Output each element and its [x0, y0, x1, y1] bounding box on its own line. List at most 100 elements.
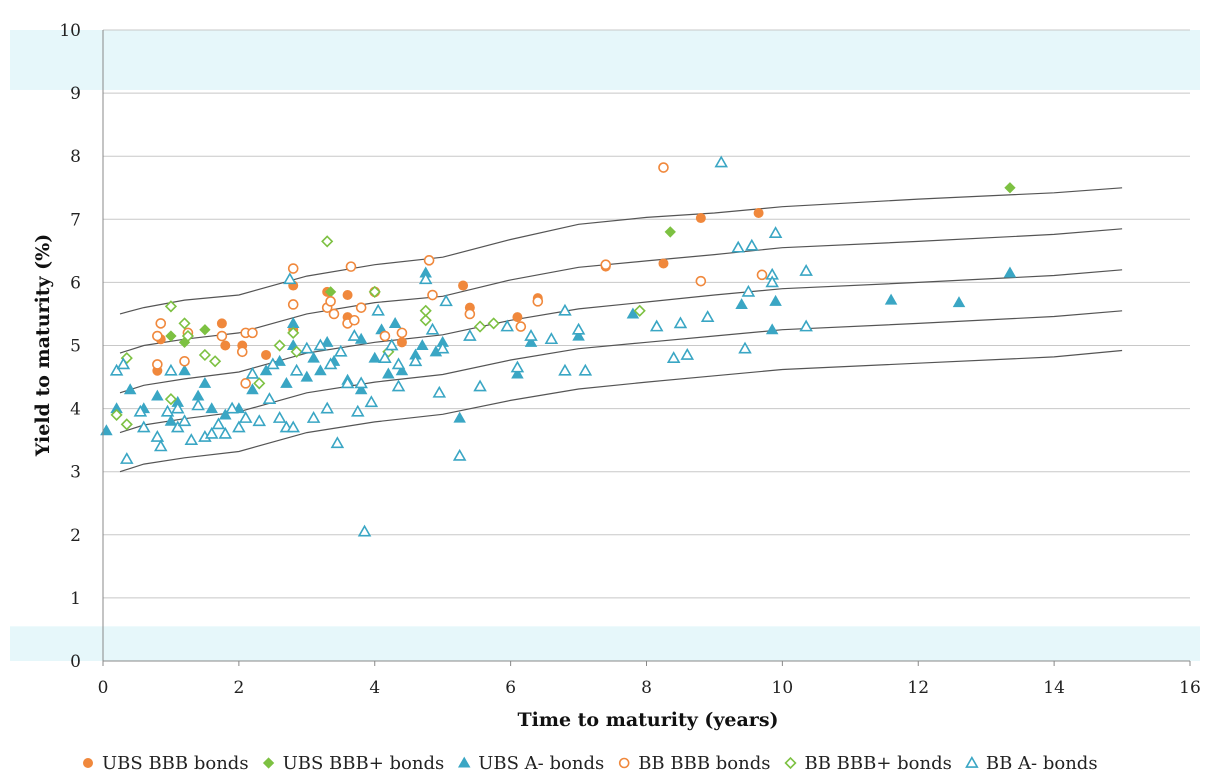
bb-bbb-bonds-point	[349, 314, 360, 326]
bb-a-bonds-point	[425, 322, 440, 335]
bb-a-bonds-point	[700, 310, 715, 322]
bb-a-bonds-point	[252, 414, 267, 427]
reference-curve	[119, 310, 1123, 434]
y-tick-label: 4	[70, 400, 81, 420]
ubs-a-bonds-point	[524, 335, 538, 347]
bb-a-bonds-point	[283, 272, 297, 285]
ubs-a-bonds-point	[178, 364, 191, 376]
bb-a-bonds-point	[225, 401, 239, 414]
bb-bbb-bonds-point	[419, 314, 432, 327]
bb-bbb-bonds-point	[379, 330, 391, 342]
ubs-bbb-bonds-point	[165, 330, 177, 342]
bb-a-bonds-point	[347, 329, 362, 341]
x-tick-label: 16	[1179, 678, 1201, 698]
bb-bbb-bonds-point	[532, 296, 544, 307]
bb-a-bonds-point	[741, 284, 756, 297]
y-tick-label: 8	[70, 147, 81, 167]
reference-curve	[119, 269, 1123, 394]
bb-a-bonds-point	[558, 363, 572, 376]
legend-marker-ubs-a-bonds	[457, 756, 471, 768]
bb-bbb-bonds-point	[164, 393, 178, 406]
y-tick-label: 10	[59, 21, 81, 41]
ubs-a-bonds-point	[765, 323, 779, 335]
ubs-a-bonds-point	[453, 411, 466, 423]
bb-a-bonds-point	[731, 240, 745, 253]
bb-a-bonds-point	[232, 420, 246, 433]
bb-a-bonds-point	[558, 303, 572, 316]
legend-marker-ubs-bbb-bonds	[262, 757, 275, 769]
x-axis-title: Time to maturity (years)	[517, 709, 778, 731]
bb-bbb-bonds-point	[419, 304, 432, 317]
bb-bbb-bonds-point	[181, 329, 195, 343]
legend-label-ubs-bbb-bonds: UBS BBB+ bonds	[283, 753, 445, 774]
ubs-bbb-bonds-point	[261, 349, 272, 360]
bb-a-bonds-point	[211, 417, 226, 430]
bb-a-bonds-point	[571, 322, 586, 335]
bb-a-bonds-point	[350, 404, 365, 417]
ubs-a-bonds-point	[286, 317, 300, 328]
bb-bbb-bonds-point	[427, 289, 438, 301]
ubs-a-bonds-point	[626, 307, 640, 319]
legend-marker-bb-bbb-bonds	[618, 757, 630, 769]
ubs-bbb-bonds-point	[199, 324, 211, 336]
legend-label-bb-bbb-bonds: BB BBB+ bonds	[805, 753, 952, 774]
bb-a-bonds-point	[714, 155, 729, 168]
bb-a-bonds-point	[391, 357, 406, 370]
bb-a-bonds-point	[160, 404, 175, 417]
bb-a-bonds-point	[510, 360, 525, 373]
bb-a-bonds-point	[799, 319, 813, 332]
bb-a-bonds-point	[272, 411, 287, 423]
bb-a-bonds-point	[378, 351, 392, 363]
ubs-bbb-bonds-point	[664, 226, 676, 238]
ubs-bbb-bonds-point	[220, 340, 231, 351]
bb-bbb-bonds-point	[423, 255, 435, 266]
bb-a-bonds-point	[649, 319, 664, 332]
ubs-a-bonds-point	[382, 367, 395, 379]
bb-a-bonds-point	[191, 398, 205, 411]
bb-a-bonds-point	[524, 329, 538, 341]
ubs-a-bonds-point	[511, 367, 524, 379]
ubs-a-bonds-point	[198, 376, 212, 388]
bb-a-bonds-point	[765, 275, 779, 288]
bb-bbb-bonds-point	[152, 330, 163, 342]
bb-bbb-bonds-point	[209, 355, 222, 368]
bb-bbb-bonds-point	[273, 339, 286, 352]
ubs-a-bonds-point	[884, 293, 898, 305]
shaded-band	[10, 30, 1200, 90]
x-tick-label: 2	[233, 678, 244, 698]
bb-a-bonds-point	[150, 429, 165, 442]
bb-bbb-bonds-point	[695, 275, 707, 287]
bb-a-bonds-point	[391, 379, 406, 392]
bb-bbb-bonds-point	[236, 346, 248, 358]
bb-bbb-bonds-point	[253, 377, 266, 390]
shaded-band	[10, 626, 1200, 661]
ubs-bbb-bonds-point	[753, 207, 764, 218]
bb-bbb-bonds-point	[633, 304, 646, 317]
bb-bbb-bonds-point	[178, 317, 191, 330]
legend-label-bb-a-bonds: BB A- bonds	[986, 753, 1098, 774]
bb-a-bonds-point	[418, 272, 433, 285]
bb-a-bonds-point	[452, 448, 467, 461]
bb-a-bonds-point	[184, 433, 199, 446]
gridlines	[103, 29, 1190, 662]
bb-a-bonds-point	[286, 420, 301, 433]
bb-a-bonds-point	[473, 379, 487, 392]
bb-a-bonds-point	[330, 436, 345, 449]
bb-bbb-bonds-point	[152, 359, 163, 370]
ubs-a-bonds-point	[164, 414, 178, 426]
bb-a-bonds-point	[357, 524, 372, 537]
ubs-a-bonds-point	[388, 317, 402, 328]
x-tick-label: 8	[641, 678, 652, 698]
y-tick-label: 0	[70, 652, 81, 672]
bb-a-bonds-point	[177, 414, 192, 427]
bb-a-bonds-point	[340, 376, 355, 389]
bb-bbb-bonds-point	[120, 418, 133, 431]
bb-a-bonds-point	[238, 411, 253, 423]
ubs-a-bonds-point	[769, 294, 782, 306]
bb-a-bonds-point	[578, 363, 593, 376]
bb-a-bonds-point	[439, 294, 453, 307]
bb-a-bonds-point	[666, 351, 681, 363]
bb-a-bonds-point	[133, 404, 148, 417]
bb-a-bonds-point	[435, 341, 450, 354]
bb-a-bonds-point	[245, 366, 260, 379]
